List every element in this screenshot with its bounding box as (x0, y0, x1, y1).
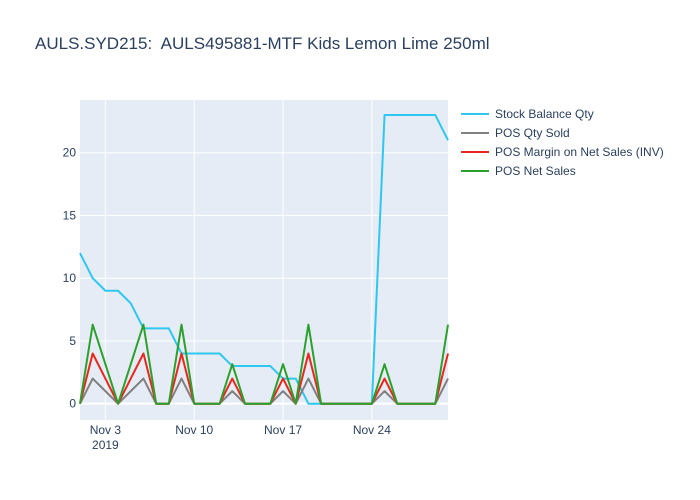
series-lines (79, 114, 449, 405)
legend-item-1[interactable]: POS Qty Sold (461, 126, 570, 140)
y-tick-label-20: 20 (63, 146, 77, 160)
legend-item-0[interactable]: Stock Balance Qty (461, 107, 594, 121)
legend-label-0: Stock Balance Qty (495, 107, 594, 121)
chart-title: AULS.SYD215: AULS495881-MTF Kids Lemon L… (35, 34, 490, 53)
y-tick-label-10: 10 (63, 271, 77, 285)
y-tick-label-0: 0 (69, 397, 76, 411)
y-tick-label-15: 15 (63, 208, 77, 222)
x-tick-label-2019-11-10: Nov 10 (175, 423, 213, 437)
series-line-0 (79, 114, 449, 405)
x-tick-label-2019-11-17: Nov 17 (264, 423, 302, 437)
x-tick-label-2019-11-03: Nov 3 (90, 423, 122, 437)
legend-label-3: POS Net Sales (495, 164, 576, 178)
legend-item-2[interactable]: POS Margin on Net Sales (INV) (461, 145, 664, 159)
y-tick-label-5: 5 (69, 334, 76, 348)
y-axis-tick-labels: 0 5 10 15 20 (63, 146, 77, 411)
legend-item-3[interactable]: POS Net Sales (461, 164, 576, 178)
series-line-3 (79, 323, 449, 405)
legend-label-1: POS Qty Sold (495, 126, 570, 140)
legend-label-2: POS Margin on Net Sales (INV) (495, 145, 664, 159)
legend[interactable]: Stock Balance Qty POS Qty Sold POS Margin … (461, 107, 664, 178)
x-tick-sublabel-2019-11-03: 2019 (92, 438, 119, 452)
x-tick-label-2019-11-24: Nov 24 (353, 423, 391, 437)
